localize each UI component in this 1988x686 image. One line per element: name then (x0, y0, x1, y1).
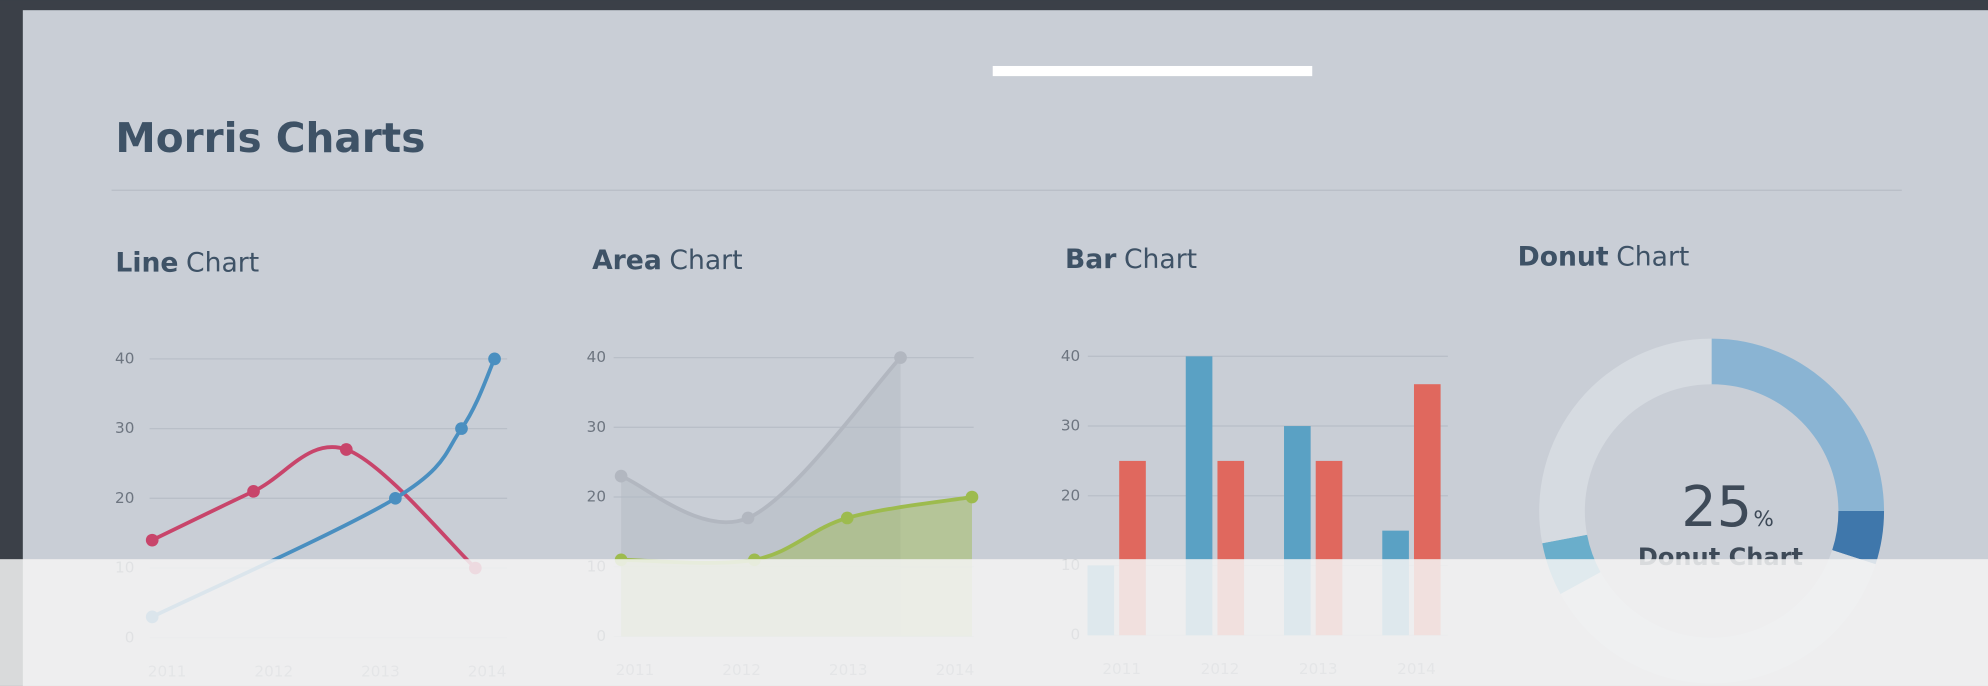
title-strong: Bar (1065, 243, 1117, 274)
point (455, 422, 468, 435)
point (894, 351, 907, 364)
point (340, 443, 353, 456)
overlay (0, 559, 1988, 686)
screen-photo: Morris Charts LineChart01020304020112012… (0, 0, 1988, 686)
donut-center-unit: % (1753, 507, 1773, 532)
point (841, 512, 854, 525)
y-tick-label: 20 (115, 489, 134, 507)
donut-center-value: 25 (1681, 475, 1752, 540)
title-strong: Area (592, 245, 662, 276)
title-rest: Chart (1616, 241, 1689, 272)
point (742, 512, 755, 525)
y-tick-label: 30 (587, 418, 606, 436)
point (488, 353, 501, 366)
title-strong: Line (115, 247, 178, 278)
point (247, 485, 260, 498)
y-tick-label: 20 (1061, 486, 1080, 504)
title-rest: Chart (186, 247, 259, 278)
y-tick-label: 30 (1061, 417, 1080, 435)
point (966, 491, 979, 504)
y-tick-label: 20 (587, 488, 606, 506)
page-title: Morris Charts (115, 114, 425, 162)
chart-title: Line Chart (115, 247, 259, 278)
y-tick-label: 40 (1061, 347, 1080, 365)
y-tick-label: 40 (115, 349, 134, 367)
highlight-bar (993, 66, 1313, 76)
title-rest: Chart (669, 245, 742, 276)
point (389, 492, 402, 505)
y-tick-label: 40 (587, 348, 606, 366)
page: {"page_title": "Morris Charts", "chart_d… (0, 0, 1988, 686)
point (615, 470, 628, 483)
title-rest: Chart (1124, 243, 1197, 274)
point (146, 534, 159, 547)
title-strong: Donut (1518, 241, 1609, 272)
y-tick-label: 30 (115, 419, 134, 437)
